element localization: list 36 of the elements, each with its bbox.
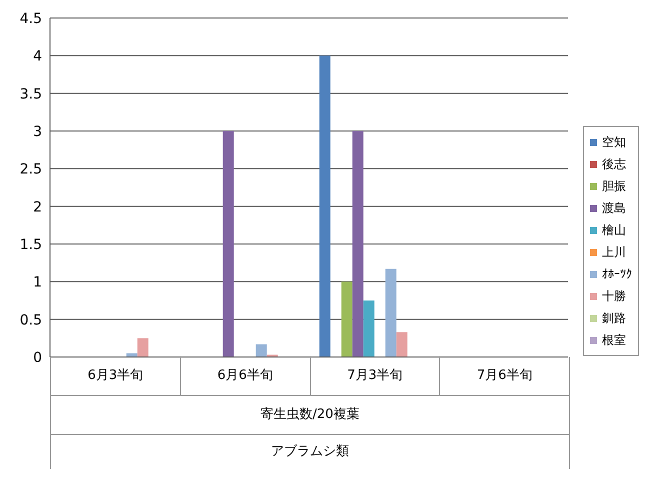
- y-tick-label: 1.5: [20, 236, 42, 253]
- y-tick-label: 3.5: [20, 86, 42, 102]
- y-tick-label: 0.5: [20, 312, 42, 328]
- y-tick-label: 0: [33, 350, 42, 366]
- legend-label: ｵﾎｰﾂｸ: [602, 266, 632, 283]
- legend-label: 釧路: [602, 310, 626, 327]
- bar: [137, 338, 148, 357]
- legend-label: 根室: [602, 332, 626, 349]
- y-tick-label: 4.5: [20, 10, 42, 27]
- legend-label: 上川: [602, 244, 626, 261]
- x-axis-title: 寄生虫数/20複葉: [51, 396, 569, 435]
- legend-label: 空知: [602, 134, 626, 151]
- legend-label: 胆振: [602, 178, 626, 195]
- bar: [319, 56, 330, 357]
- bar: [256, 344, 267, 357]
- y-tick-label: 3: [33, 124, 42, 140]
- bar: [126, 353, 138, 357]
- legend-label: 後志: [602, 156, 626, 173]
- bar: [363, 300, 374, 357]
- bar: [385, 268, 396, 357]
- legend-label: 十勝: [602, 288, 626, 305]
- x-tick-label: 7月6半旬: [439, 357, 569, 395]
- y-tick-label: 2.5: [20, 162, 42, 178]
- x-tick-label: 6月6半旬: [180, 357, 310, 395]
- bar: [352, 131, 364, 357]
- bar: [341, 282, 352, 357]
- y-tick-label: 4: [33, 48, 42, 65]
- x-tick-label: 7月3半旬: [310, 357, 440, 395]
- text: アブラムシ類: [271, 444, 349, 459]
- x-tick-label: 6月3半旬: [86, 367, 144, 385]
- bar: [396, 332, 408, 357]
- bar: [222, 131, 234, 357]
- legend-label: 渡島: [602, 200, 626, 217]
- y-tick-label: 1: [33, 274, 42, 291]
- legend-label: 檜山: [602, 222, 626, 239]
- y-tick-label: 2: [33, 199, 42, 216]
